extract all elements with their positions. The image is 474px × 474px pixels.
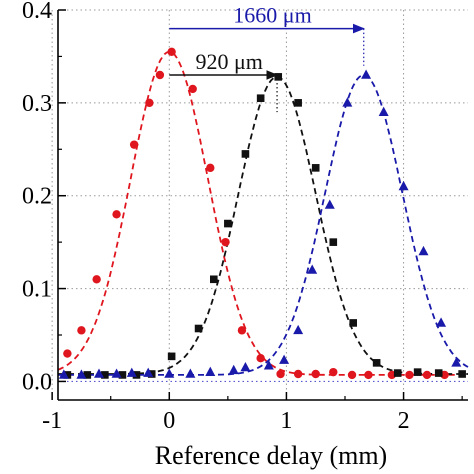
- fit-curve-1: [58, 75, 468, 375]
- plot-frame: [57, 10, 468, 401]
- data-point-triangle: [164, 368, 175, 378]
- data-point-circle: [311, 369, 320, 379]
- data-point-circle: [92, 275, 101, 284]
- data-point-circle: [129, 140, 139, 149]
- annotation-label: 920 μm: [195, 49, 262, 74]
- data-point-square: [294, 99, 302, 107]
- x-tick-label: 1: [280, 408, 292, 434]
- data-point-circle: [276, 369, 285, 379]
- data-point-circle: [112, 210, 121, 219]
- annotations: 1660 μm 920 μm: [169, 3, 365, 113]
- data-point-square: [167, 352, 176, 361]
- data-point-circle: [206, 163, 215, 173]
- annotation-label: 1660 μm: [233, 3, 311, 28]
- data-point-square: [63, 371, 72, 379]
- data-point-triangle: [361, 69, 372, 79]
- data-point-triangle: [126, 367, 137, 377]
- data-point-triangle: [240, 362, 251, 372]
- x-tick-label: -1: [42, 408, 62, 434]
- data-point-triangle: [205, 366, 216, 376]
- y-tick-label: 0.3: [22, 91, 52, 117]
- data-point-triangle: [94, 368, 104, 378]
- fit-curve-2: [58, 74, 469, 376]
- data-point-square: [194, 324, 203, 333]
- data-point-circle: [188, 84, 197, 94]
- x-tick-label: 2: [398, 408, 410, 434]
- data-point-triangle: [185, 368, 196, 378]
- y-tick-label: 0.0: [22, 369, 52, 395]
- data-point-triangle: [76, 369, 87, 379]
- data-points: [58, 47, 466, 380]
- data-point-triangle: [279, 354, 290, 364]
- data-point-square: [118, 371, 127, 379]
- data-point-circle: [422, 370, 432, 380]
- data-point-square: [256, 94, 265, 103]
- data-point-square: [132, 371, 141, 379]
- data-point-triangle: [293, 324, 304, 335]
- data-point-circle: [293, 369, 303, 379]
- data-point-triangle: [378, 106, 389, 116]
- data-point-circle: [167, 47, 176, 56]
- data-point-triangle: [418, 245, 429, 256]
- data-point-square: [458, 370, 466, 378]
- data-point-circle: [155, 70, 165, 80]
- data-point-circle: [221, 237, 230, 247]
- axis-ticks: 0.0 0.1 0.2 0.3 0.4 -1 0 1 2: [22, 0, 463, 434]
- y-tick-label: 0.1: [22, 277, 52, 303]
- data-point-circle: [329, 367, 338, 377]
- data-point-square: [413, 368, 422, 376]
- data-point-triangle: [111, 368, 122, 378]
- data-point-circle: [405, 370, 414, 380]
- data-point-triangle: [451, 357, 462, 367]
- data-point-square: [224, 219, 232, 228]
- data-point-square: [372, 359, 381, 367]
- data-point-square: [101, 371, 109, 379]
- data-point-circle: [145, 98, 154, 108]
- data-point-circle: [63, 349, 72, 358]
- data-point-square: [434, 369, 443, 377]
- data-point-circle: [364, 370, 373, 380]
- data-point-square: [147, 370, 156, 378]
- data-point-square: [274, 73, 283, 81]
- y-tick-label: 0.4: [22, 0, 52, 24]
- data-point-triangle: [228, 364, 239, 375]
- x-tick-label: 0: [163, 408, 175, 434]
- data-point-triangle: [398, 180, 409, 191]
- data-point-triangle: [342, 97, 353, 107]
- data-point-triangle: [324, 199, 335, 209]
- y-tick-label: 0.2: [22, 184, 52, 210]
- data-point-square: [83, 371, 92, 379]
- data-point-triangle: [58, 369, 69, 379]
- x-axis-title: Reference delay (mm): [155, 441, 387, 470]
- data-point-square: [210, 275, 218, 284]
- data-point-square: [393, 369, 402, 377]
- data-point-triangle: [307, 264, 318, 274]
- data-point-circle: [256, 354, 265, 363]
- data-point-triangle: [436, 317, 447, 327]
- data-point-square: [241, 150, 250, 158]
- data-point-square: [349, 319, 357, 327]
- data-point-triangle: [143, 367, 154, 377]
- data-point-circle: [237, 326, 247, 335]
- data-point-square: [329, 238, 338, 246]
- data-point-circle: [77, 326, 86, 335]
- data-point-triangle: [263, 360, 274, 370]
- data-point-circle: [347, 370, 357, 380]
- data-point-square: [311, 164, 320, 172]
